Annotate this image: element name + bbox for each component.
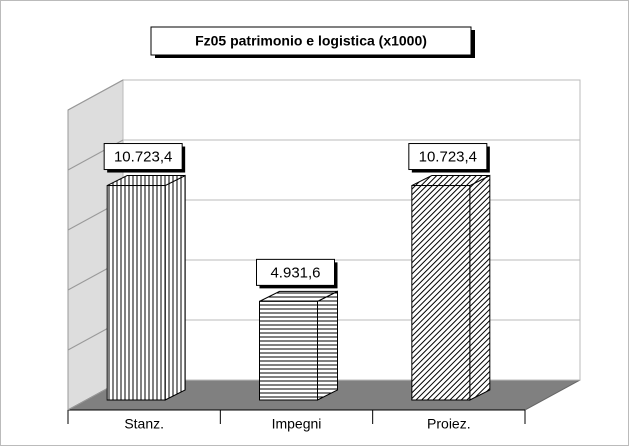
grid-line (67, 79, 124, 111)
bar (411, 185, 471, 401)
value-label-box (408, 143, 488, 171)
bar-side (317, 290, 338, 401)
value-label-box (103, 143, 183, 171)
chart-title: Fz05 patrimonio e logistica (x1000) (195, 33, 427, 49)
bar (106, 185, 166, 401)
x-tick-label: Impegni (272, 416, 322, 432)
value-label: 10.723,4 (114, 149, 172, 166)
value-label: 4.931,6 (270, 264, 320, 281)
title-box (150, 26, 472, 56)
x-tick-label: Stanz. (124, 416, 164, 432)
value-label: 10.723,4 (419, 149, 477, 166)
bar (259, 300, 318, 401)
back-wall (122, 79, 581, 381)
x-tick-label: Proiez. (427, 416, 471, 432)
bar-side (469, 174, 491, 401)
bar-side (164, 174, 186, 401)
value-label-box (256, 258, 335, 286)
